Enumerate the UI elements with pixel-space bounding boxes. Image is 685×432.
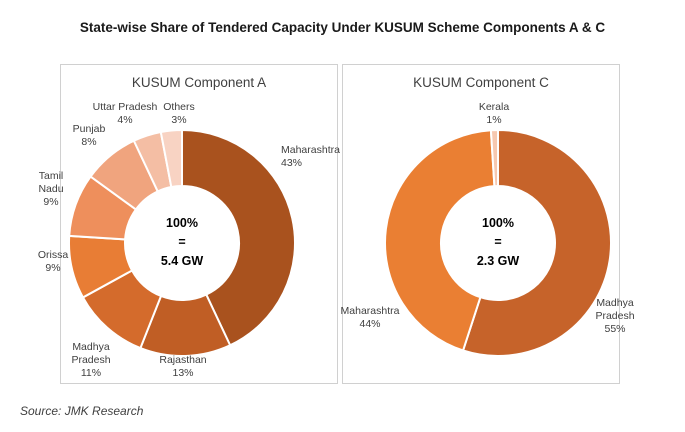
value-others: 3% xyxy=(171,114,186,126)
label-others: Others 3% xyxy=(163,101,195,126)
label-uttar-pradesh: Uttar Pradesh 4% xyxy=(93,101,158,126)
panel-title-component-c: KUSUM Component C xyxy=(413,75,549,90)
slice-maharashtra xyxy=(181,128,296,347)
value-madhya-pradesh: 11% xyxy=(81,367,101,379)
slice-madhya-pradesh xyxy=(461,128,612,357)
source-note: Source: JMK Research xyxy=(20,404,144,418)
panel-title-component-a: KUSUM Component A xyxy=(131,75,267,90)
value-orissa: 9% xyxy=(45,262,60,274)
slice-maharashtra xyxy=(384,129,496,352)
chart-panel-component-c: KUSUM Component C Madhya Pradesh 55% Mahara… xyxy=(341,64,635,384)
donut-chart-component-c: Madhya Pradesh 55% Maharashtra 44% Kerala 1% 10… xyxy=(341,101,635,357)
label-madhya-pradesh: Madhya Pradesh 11% xyxy=(71,341,110,379)
label-maharashtra: Maharashtra 43% xyxy=(281,144,340,169)
donut-chart-component-a: Maharashtra 43% Rajasthan 13% Madhya Pradesh 1… xyxy=(38,101,340,379)
label-kerala: Kerala 1% xyxy=(479,101,510,126)
value-kerala: 1% xyxy=(486,114,501,126)
value-punjab: 8% xyxy=(81,136,96,148)
chart-title: State-wise Share of Tendered Capacity Un… xyxy=(79,20,606,35)
label-orissa: Orissa 9% xyxy=(38,249,68,274)
value-maharashtra: 44% xyxy=(359,318,380,330)
slice-others xyxy=(159,128,183,189)
value-maharashtra: 43% xyxy=(281,157,302,169)
label-madhya-pradesh: Madhya Pradesh 55% xyxy=(595,297,634,335)
label-punjab: Punjab 8% xyxy=(73,123,106,148)
center-total-label: 100% = 5.4 GW xyxy=(161,216,204,268)
label-rajasthan: Rajasthan 13% xyxy=(159,354,206,379)
slice-kerala xyxy=(489,128,499,188)
value-uttar-pradesh: 4% xyxy=(117,114,132,126)
chart-panel-component-a: KUSUM Component A Maharashtra 43% Rajastha… xyxy=(38,64,340,384)
center-total-label: 100% = 2.3 GW xyxy=(477,216,520,268)
label-tamil-nadu: Tamil Nadu 9% xyxy=(38,170,63,208)
value-tamil-nadu: 9% xyxy=(43,196,58,208)
label-maharashtra: Maharashtra 44% xyxy=(341,305,400,330)
value-rajasthan: 13% xyxy=(172,367,193,379)
value-madhya-pradesh: 55% xyxy=(604,323,625,335)
